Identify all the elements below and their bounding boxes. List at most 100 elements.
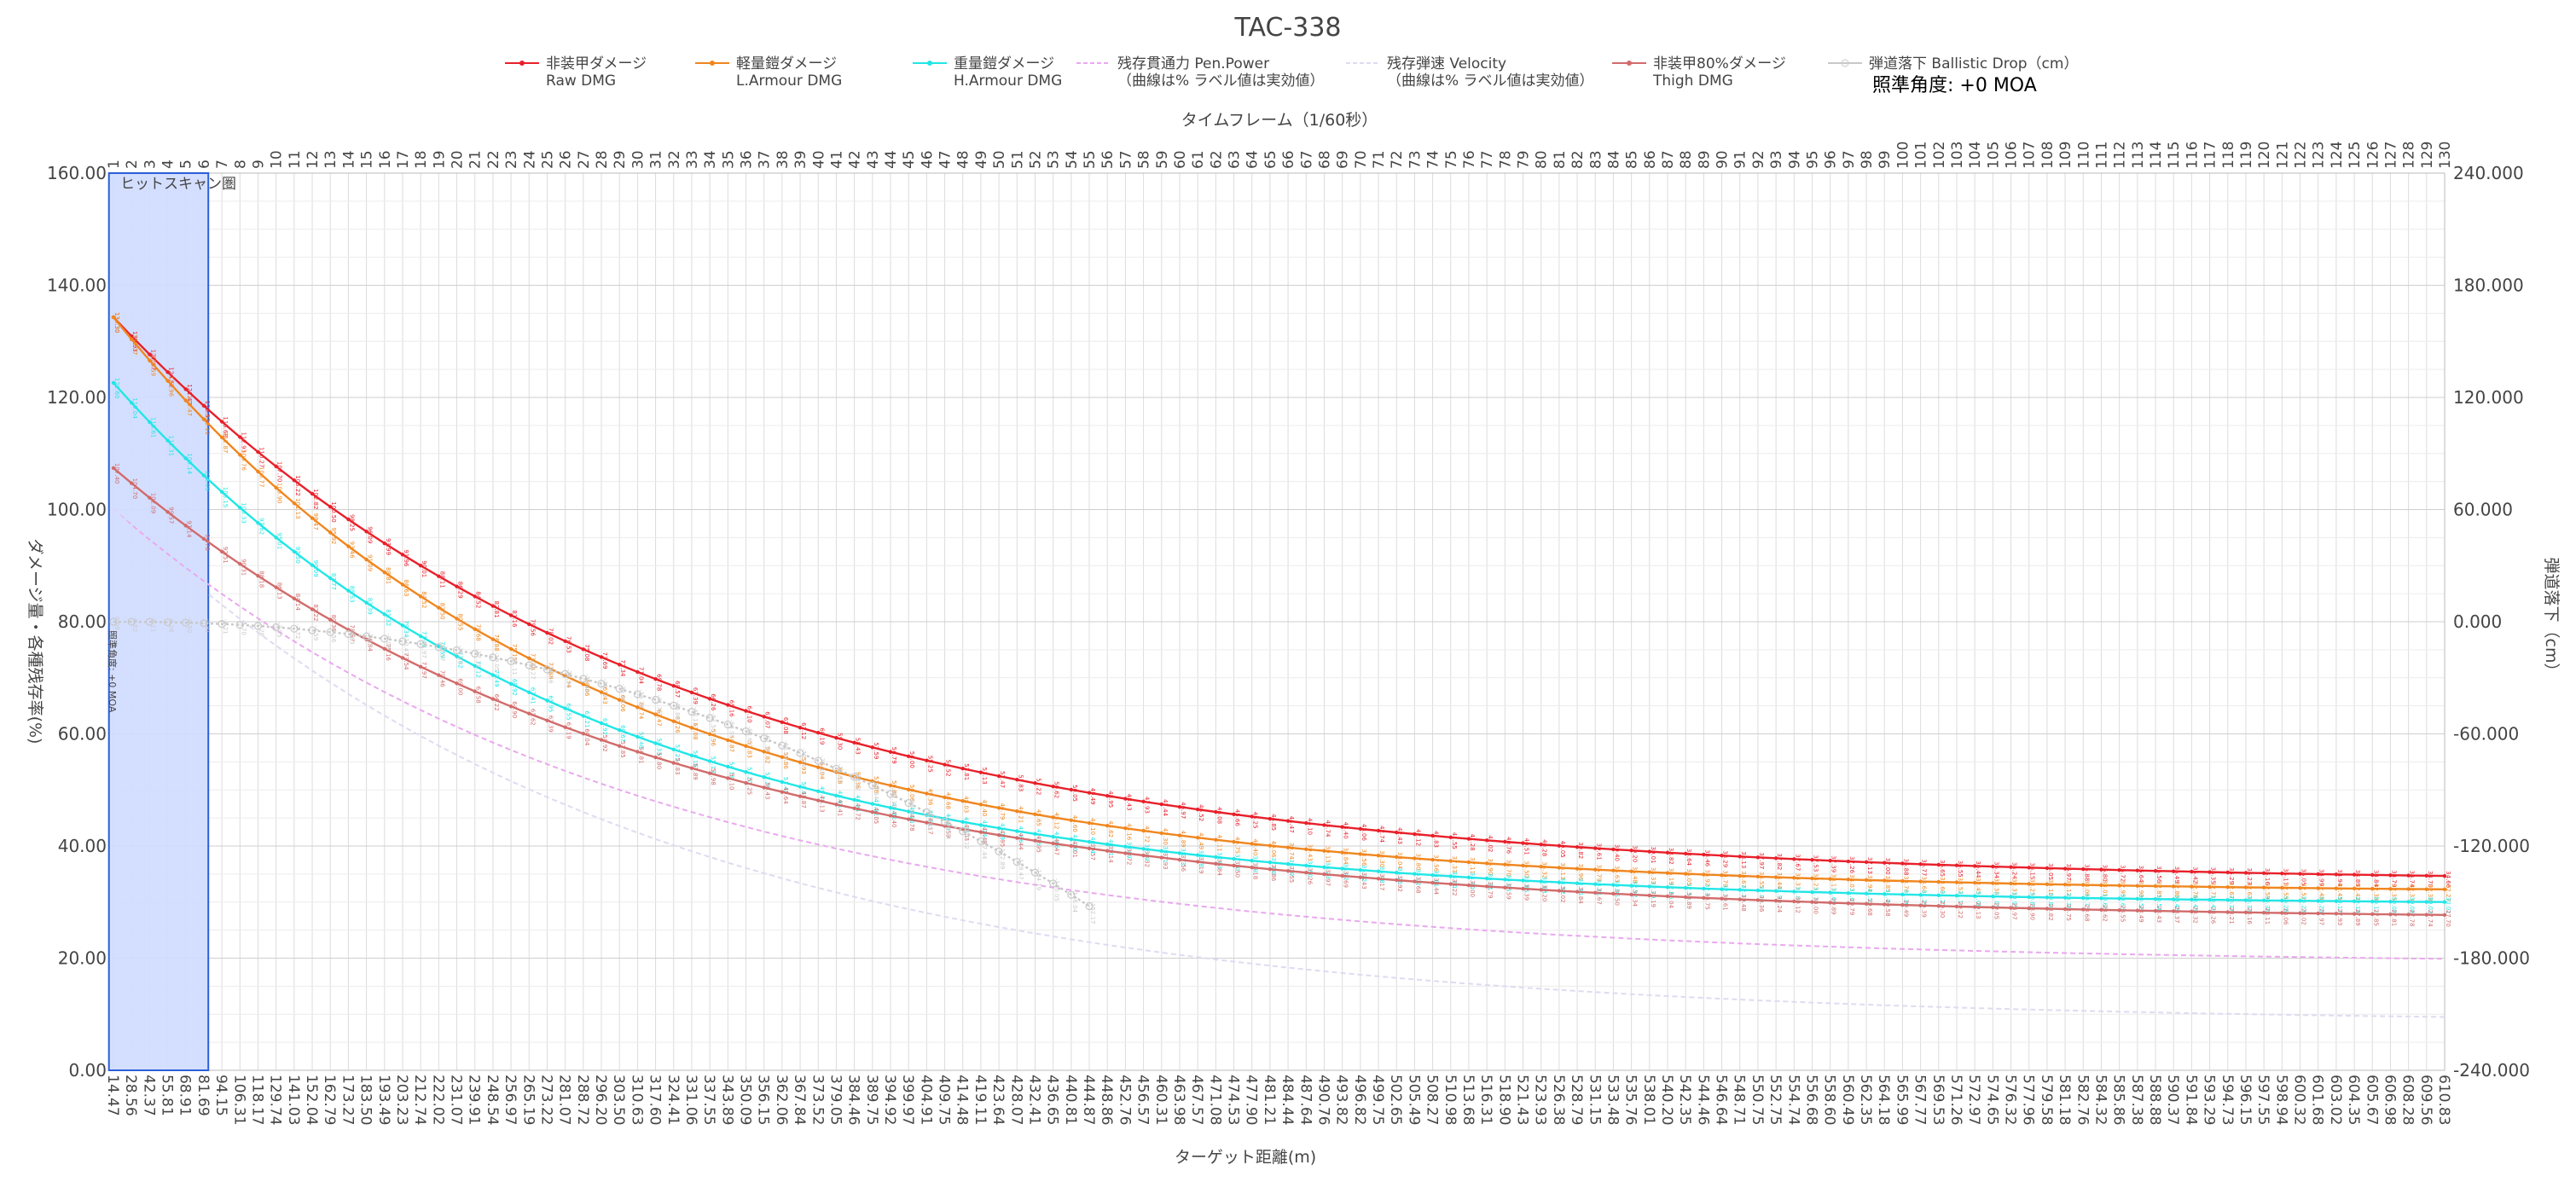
frame-tick-label: 26 [558, 150, 575, 169]
data-label: 35.86 [1270, 864, 1277, 882]
distance-tick-label: 68.91 [177, 1075, 194, 1116]
series-point [2352, 886, 2357, 891]
data-label: 110.27 [258, 447, 264, 468]
data-label: 38.72 [1125, 848, 1132, 865]
series-2: 122.60 119.04 115.61 112.31 109.14 106.09 103.… [111, 378, 2451, 914]
series-point [473, 689, 477, 693]
data-label: 90.31 [240, 559, 247, 576]
series-point [816, 731, 821, 735]
series-point [542, 665, 552, 674]
frame-tick-label: 13 [322, 150, 339, 169]
legend-label-sub: H.Armour DMG [954, 72, 1062, 90]
data-label: 30.58 [2138, 894, 2144, 911]
series-point [888, 783, 893, 788]
data-label: 37.67 [1794, 854, 1801, 871]
series-point [635, 750, 640, 754]
series-line [113, 467, 2445, 916]
series-point [1232, 812, 1236, 817]
frame-tick-label: 92 [1750, 150, 1767, 169]
series-point [256, 520, 260, 525]
data-label: 46.21 [1017, 806, 1024, 823]
frame-tick-label: 24 [521, 150, 538, 169]
series-point [290, 624, 299, 633]
legend-label-sub: L.Armour DMG [736, 72, 842, 90]
series-point [2261, 885, 2266, 890]
series-point [1611, 891, 1616, 896]
series-line [113, 382, 2445, 903]
data-label: -0.81 [204, 618, 211, 634]
data-label: 36.18 [1252, 862, 1259, 879]
series-point [238, 562, 242, 566]
series-point [1232, 863, 1236, 868]
data-label: 37.11 [1469, 857, 1476, 874]
series-point [2442, 887, 2447, 892]
series-point [2406, 873, 2411, 878]
distance-tick-label: 538.01 [1640, 1075, 1657, 1125]
series-point [2135, 908, 2140, 913]
data-label: 28.49 [2138, 906, 2144, 923]
series-point [1521, 863, 1525, 868]
data-label: 30.24 [1776, 895, 1783, 913]
series-point [888, 805, 893, 810]
series-point [2027, 866, 2031, 870]
data-label: -1.21 [222, 619, 229, 635]
series-point [904, 798, 913, 808]
series-point [1033, 812, 1037, 817]
data-label: 32.63 [2246, 882, 2253, 899]
series-point [1051, 841, 1055, 846]
data-label: 43.59 [945, 820, 952, 837]
distance-tick-label: 477.90 [1243, 1075, 1260, 1125]
series-point [1611, 883, 1616, 887]
series-point [1629, 892, 1633, 897]
y2-tick-label: 180.000 [2453, 275, 2524, 296]
series-point [1376, 853, 1381, 858]
series-point [1575, 866, 1580, 871]
distance-tick-label: 173.27 [339, 1075, 356, 1125]
data-label: 29.68 [1866, 899, 1873, 916]
data-label: 59.30 [836, 733, 843, 750]
data-label: 80.55 [457, 613, 464, 630]
series-point [1755, 888, 1761, 893]
series-point [1521, 841, 1525, 845]
frame-tick-label: 98 [1859, 150, 1876, 169]
data-label: 31.34 [1632, 890, 1639, 907]
data-label: 35.05 [2300, 869, 2307, 886]
top-axis-title: タイムフレーム（1/60秒） [1181, 111, 1378, 130]
series-point [163, 617, 172, 627]
series-point [253, 622, 263, 630]
data-label: 33.68 [1414, 877, 1421, 894]
series-point [705, 714, 714, 722]
distance-tick-label: 394.92 [881, 1075, 898, 1125]
data-label: 86.13 [276, 582, 283, 600]
frame-tick-label: 65 [1262, 150, 1279, 169]
series-point [1720, 854, 1724, 858]
series-point [2243, 885, 2248, 890]
data-label: -140.05 [1053, 878, 1060, 901]
distance-tick-label: 533.48 [1604, 1075, 1621, 1125]
series-point [1503, 862, 1507, 866]
series-point [2316, 899, 2320, 903]
series-point [1322, 865, 1326, 869]
legend-label-sub: （曲線は% ラベル値は実効値） [1387, 72, 1594, 90]
data-label: -0.50 [186, 617, 193, 633]
series-point [1792, 899, 1796, 904]
series-point [434, 643, 443, 652]
series-point [599, 721, 604, 726]
distance-tick-label: 531.15 [1586, 1075, 1603, 1125]
distance-tick-label: 571.26 [1947, 1075, 1964, 1125]
data-label: 32.80 [2173, 881, 2180, 898]
data-label: 35.72 [2120, 865, 2126, 882]
data-label: 28.06 [2282, 907, 2289, 925]
data-label: -112.12 [963, 826, 970, 849]
data-label: 109.76 [240, 449, 247, 471]
data-label: -3.72 [294, 623, 301, 639]
series-point [868, 781, 877, 790]
series-point [1972, 880, 1977, 885]
series-point [1883, 861, 1887, 865]
data-label: 30.54 [2155, 894, 2162, 912]
data-label: 32.53 [1685, 883, 1692, 900]
series-point [363, 632, 371, 640]
series-point [382, 646, 386, 652]
series-point [1810, 876, 1814, 881]
data-label: 40.95 [1035, 836, 1041, 853]
